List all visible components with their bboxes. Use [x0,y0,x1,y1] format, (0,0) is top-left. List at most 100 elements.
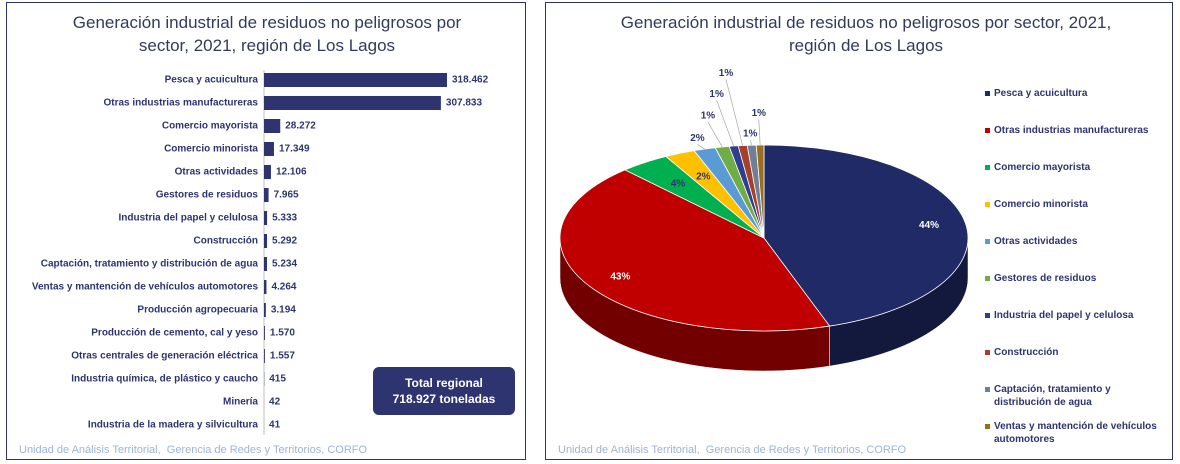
value-label: 42 [269,397,281,408]
value-label: 3.194 [271,305,296,316]
category-label: Otras centrales de generación eléctrica [71,351,258,362]
legend-swatch [985,313,990,318]
pie-chart: 44% 43% 4% 2% 2% 1% 1% 1% 1% 1% [559,68,969,372]
value-label: 7.965 [274,190,299,201]
legend-label: Gestores de residuos [994,273,1097,284]
legend-entry: Ventas y mantención de vehículos automot… [985,420,1164,446]
value-label: 44% [919,220,939,231]
value-label: 2% [696,172,711,183]
legend-entry: Otras actividades [985,235,1164,248]
leader-line [758,119,761,146]
legend-label: Construcción [994,347,1059,358]
legend-entry: Otras industrias manufactureras [985,124,1164,137]
leader-line [749,139,753,146]
legend-swatch [985,424,990,429]
category-label: Captación, tratamiento y distribución de… [41,259,259,270]
legend-label: Industria del papel y celulosa [994,310,1134,321]
category-label: Otras actividades [175,167,259,178]
category-label: Industria química, de plástico y caucho [71,374,258,385]
bar [264,211,268,225]
leader-line [707,121,723,148]
legend-swatch [985,128,990,133]
legend-entry: Gestores de residuos [985,272,1164,285]
bar [264,280,267,294]
pie-panel: 44% 43% 4% 2% 2% 1% 1% 1% 1% 1% Generación indust… [545,2,1173,460]
value-label: 1% [709,89,724,100]
bar [264,303,266,317]
legend-swatch [985,239,990,244]
value-label: 5.333 [272,213,297,224]
value-label: 5.292 [272,236,297,247]
legend-swatch [985,387,990,392]
legend-swatch [985,91,990,96]
legend-label: Comercio mayorista [994,162,1091,173]
category-label: Otras industrias manufactureras [104,98,259,109]
category-label: Producción agropecuaria [137,305,258,316]
value-label: 1.570 [270,328,295,339]
legend-swatch [985,276,990,281]
value-label: 1.557 [270,351,295,362]
bar-panel: Pesca y acuicultura 318.462 Otras industri… [6,2,526,460]
value-label: 5.234 [272,259,297,270]
legend-label: Captación, tratamiento y distribución de… [994,384,1111,408]
legend-entry: Industria del papel y celulosa [985,309,1164,322]
leader-line [725,79,743,146]
category-label: Comercio mayorista [162,121,259,132]
category-label: Industria de la madera y silvicultura [88,420,259,431]
category-label: Construcción [194,236,258,247]
slice [755,144,765,239]
chart-title: Generación industrial de residuos no pel… [620,13,1112,55]
legend-label: Otras actividades [994,236,1078,247]
bar-chart: Pesca y acuicultura 318.462 Otras industri… [32,70,489,435]
footer: Unidad de Análisis Territorial, Gerencia… [558,444,907,456]
legend-entry: Captación, tratamiento y distribución de… [985,383,1164,409]
value-label: 4.264 [271,282,296,293]
category-label: Pesca y acuicultura [165,75,259,86]
bar [264,326,265,340]
value-label: 1% [752,108,767,119]
value-label: 17.349 [279,144,310,155]
slice [763,144,969,327]
bar [264,165,271,179]
value-label: 41 [269,420,281,431]
bar [264,96,441,110]
value-label: 1% [743,129,758,140]
category-label: Comercio minorista [164,144,258,155]
leader-line [697,144,705,150]
bar [264,142,274,156]
value-label: 12.106 [276,167,307,178]
value-label: 28.272 [285,121,316,132]
annotation: Total regional 718.927 toneladas [373,367,515,415]
leader-line [716,100,734,147]
category-label: Ventas y mantención de vehículos automot… [32,282,259,293]
legend-swatch [985,350,990,355]
value-label: 2% [690,133,705,144]
legend-label: Comercio minorista [994,199,1088,210]
chart-title: Generación industrial de residuos no pel… [72,13,462,55]
value-label: 1% [719,68,734,79]
value-label: 415 [269,374,286,385]
legend-label: Otras industrias manufactureras [994,125,1149,136]
legend-label: Ventas y mantención de vehículos automot… [994,421,1157,445]
value-label: 4% [671,178,686,189]
legend-swatch [985,202,990,207]
legend-entry: Comercio mayorista [985,161,1164,174]
bar [264,119,281,133]
legend-label: Pesca y acuicultura [994,88,1088,99]
bar [264,257,268,271]
value-label: 318.462 [452,75,489,86]
bar [264,349,265,363]
bar [264,188,269,202]
footer: Unidad de Análisis Territorial, Gerencia… [19,444,368,456]
legend-entry: Construcción [985,346,1164,359]
slice [559,169,831,332]
value-label: 43% [610,272,630,283]
bar [264,73,447,87]
category-label: Producción de cemento, cal y yeso [91,328,258,339]
bar [264,234,268,248]
legend-entry: Comercio minorista [985,198,1164,211]
legend-entry: Pesca y acuicultura [985,87,1164,100]
category-label: Industria del papel y celulosa [119,213,259,224]
category-label: Gestores de residuos [156,190,259,201]
